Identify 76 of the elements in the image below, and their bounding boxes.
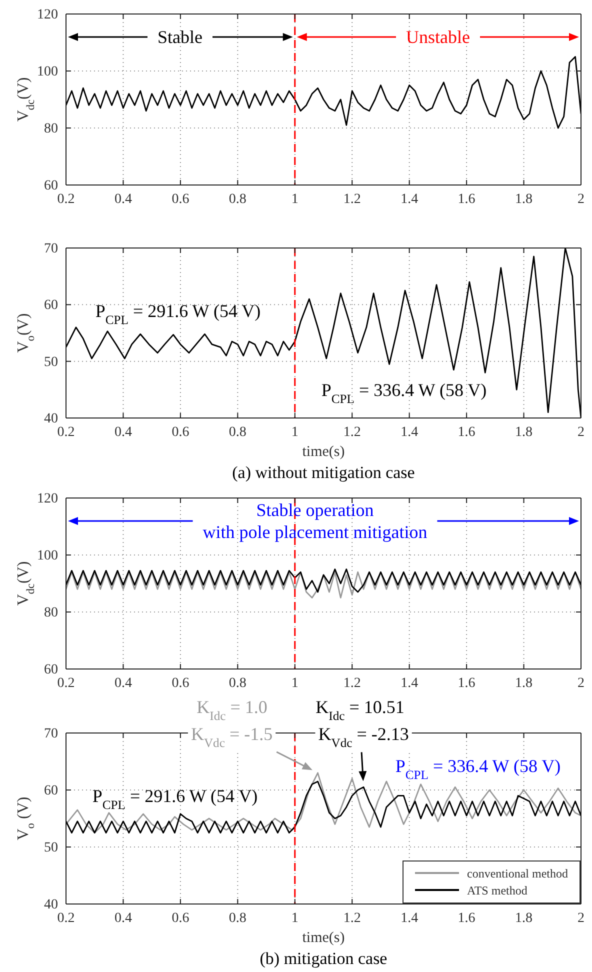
x-tick-label: 0.4 [114, 910, 132, 926]
y-tick-label: 70 [44, 726, 58, 742]
x-tick-label: 0.6 [172, 424, 190, 440]
x-tick-label: 1.4 [400, 192, 418, 207]
text: K$_{Idc}$ = 10.51 [316, 697, 404, 723]
y-tick-label: 120 [37, 491, 58, 506]
x-tick-label: 1.4 [400, 910, 418, 926]
x-tick-label: 1.6 [458, 676, 476, 691]
x-tick-label: 0.4 [114, 192, 132, 207]
line-series [66, 568, 581, 593]
annotation: K$_{Vdc}$ = -2.13 [318, 724, 409, 750]
text: K$_{Idc}$ = 1.0 [196, 697, 268, 723]
x-tick-label: 1 [291, 676, 298, 691]
y-tick-label: 100 [37, 548, 58, 564]
x-tick-label: 1.6 [458, 424, 476, 440]
line-series [66, 56, 581, 129]
x-tick-label: 0.4 [114, 424, 132, 440]
x-tick-label: 1 [291, 424, 298, 440]
x-tick-label: 0.2 [57, 910, 75, 926]
x-tick-label: 1.4 [400, 424, 418, 440]
y-tick-label: 70 [44, 241, 58, 256]
x-tick-label: 2 [578, 424, 584, 440]
legend-label: ATS method [467, 884, 528, 898]
text: (a) without mitigation case [232, 463, 415, 482]
y-tick-label: 60 [44, 783, 58, 798]
x-axis-title: time(s) [302, 444, 345, 460]
annotation: P$_{CPL}$ = 291.6 W (54 V) [92, 786, 258, 812]
x-tick-label: 1 [291, 192, 298, 207]
y-tick-label: 60 [44, 178, 58, 194]
x-tick-label: 0.4 [114, 676, 132, 691]
x-tick-label: 0.8 [228, 192, 246, 207]
y-tick-label: 80 [44, 121, 58, 136]
x-tick-label: 0.6 [172, 910, 190, 926]
annotation: Stable operation with pole placement mitigation [202, 500, 428, 542]
x-tick-label: 0.2 [57, 424, 75, 440]
x-tick-label: 0.2 [57, 676, 75, 691]
x-tick-label: 0.8 [228, 424, 246, 440]
y-tick-label: 100 [37, 64, 58, 80]
x-tick-label: 1 [291, 910, 298, 926]
x-tick-label: 2 [578, 192, 584, 207]
annotation: P$_{CPL}$ = 336.4 W (58 V) [321, 380, 487, 406]
annotation: Unstable [406, 27, 470, 47]
x-tick-label: 1.2 [343, 192, 361, 207]
annotation: P$_{CPL}$ = 291.6 W (54 V) [95, 301, 261, 327]
x-tick-label: 1.4 [400, 676, 418, 691]
x-tick-label: 1.8 [515, 676, 533, 691]
y-tick-label: 40 [44, 411, 58, 426]
x-tick-label: 1.6 [458, 910, 476, 926]
line-series [66, 248, 581, 418]
y-tick-label: 120 [37, 7, 58, 22]
x-tick-label: 2 [578, 910, 584, 926]
x-tick-label: 0.6 [172, 676, 190, 691]
annotation: P$_{CPL}$ = 336.4 W (58 V) [395, 756, 561, 782]
x-tick-label: 1.6 [458, 192, 476, 207]
x-tick-label: 2 [578, 676, 584, 691]
x-tick-label: 0.8 [228, 676, 246, 691]
x-tick-label: 1.2 [343, 676, 361, 691]
y-tick-label: 80 [44, 605, 58, 620]
x-tick-label: 1.2 [343, 424, 361, 440]
x-axis-title: time(s) [302, 930, 345, 946]
x-tick-label: 1.2 [343, 910, 361, 926]
x-tick-label: 0.6 [172, 192, 190, 207]
annotation: Stable [158, 27, 202, 47]
annotation: K$_{Vdc}$ = -1.5 [190, 724, 273, 750]
x-tick-label: 1.8 [515, 910, 533, 926]
y-tick-label: 40 [44, 897, 58, 912]
legend-label: conventional method [467, 866, 568, 880]
y-tick-label: 50 [44, 840, 58, 856]
x-tick-label: 0.2 [57, 192, 75, 207]
y-tick-label: 60 [44, 298, 58, 314]
x-tick-label: 1.8 [515, 424, 533, 440]
text: (b) mitigation case [260, 949, 388, 968]
x-tick-label: 0.8 [228, 910, 246, 926]
x-tick-label: 1.8 [515, 192, 533, 207]
y-tick-label: 60 [44, 662, 58, 678]
y-tick-label: 50 [44, 354, 58, 370]
